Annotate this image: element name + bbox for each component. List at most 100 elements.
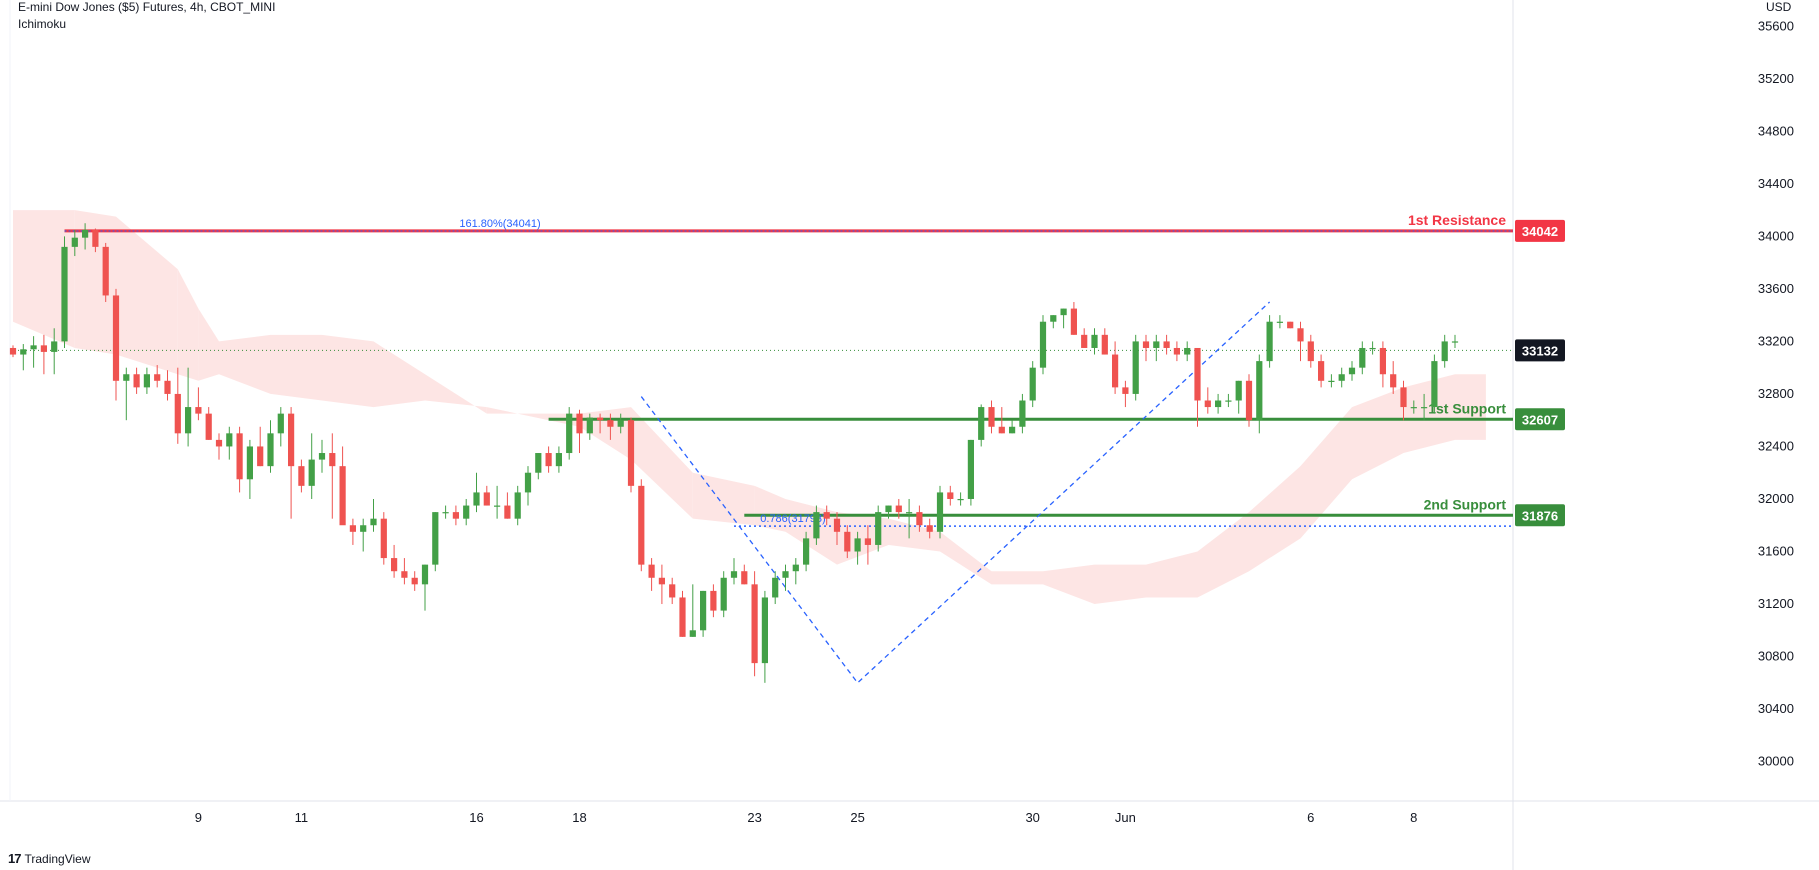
cloud-segment — [991, 571, 1043, 585]
candle-body — [1122, 387, 1129, 394]
candle-body — [298, 466, 305, 486]
cloud-segment — [692, 472, 755, 526]
candle-body — [895, 505, 902, 513]
y-tick-label: 31600 — [1758, 544, 1794, 559]
candle-body — [1328, 380, 1335, 383]
fib-swing-path — [640, 301, 1271, 684]
candle-body — [833, 518, 841, 532]
candle-body — [1256, 361, 1263, 421]
x-tick-label: 9 — [195, 810, 202, 825]
x-tick-label: 25 — [850, 810, 864, 825]
candle-body — [20, 349, 27, 355]
candle-body — [195, 407, 202, 414]
candle-body — [761, 597, 768, 664]
cloud-segment — [1455, 374, 1486, 440]
brand[interactable]: 17 TradingView — [8, 851, 91, 866]
y-tick-label: 30000 — [1758, 754, 1794, 769]
cloud-segment — [940, 531, 992, 585]
candle-body — [370, 518, 377, 526]
cloud-segment — [270, 334, 322, 401]
candle-body — [607, 420, 614, 427]
candle-body — [658, 577, 665, 585]
candle-body — [700, 590, 707, 631]
candle-body — [1070, 308, 1077, 335]
candle-body — [566, 413, 573, 454]
candle-body — [813, 512, 820, 539]
x-tick-label: 16 — [469, 810, 483, 825]
candle-body — [947, 492, 954, 499]
y-tick-label: 32400 — [1758, 438, 1794, 453]
candle-body — [1112, 354, 1119, 388]
candle-body — [51, 341, 58, 352]
candle-body — [617, 420, 624, 427]
candle-body — [1400, 387, 1407, 408]
candle-body — [710, 590, 717, 611]
candle-body — [92, 229, 99, 247]
fib-retracement-label: 0.786(31793) — [760, 513, 825, 525]
y-tick-label: 33200 — [1758, 333, 1794, 348]
candle-body — [1441, 341, 1448, 362]
candle-body — [792, 564, 799, 572]
candle-body — [288, 413, 295, 467]
candle-body — [318, 453, 326, 460]
candle-body — [1009, 426, 1016, 434]
candle-body — [71, 237, 78, 247]
candle-body — [267, 433, 274, 467]
chart-title: E-mini Dow Jones ($5) Futures, 4h, CBOT_… — [18, 0, 276, 14]
candle-body — [1451, 341, 1459, 343]
candle-body — [61, 246, 68, 342]
level-price-label: 34042 — [1522, 224, 1558, 239]
candle-body — [1338, 374, 1345, 381]
candle-body — [112, 295, 120, 381]
candle-body — [1359, 347, 1366, 368]
x-tick-label: 30 — [1025, 810, 1039, 825]
current-price-tag — [1515, 339, 1565, 362]
candle-body — [597, 417, 604, 421]
y-unit-label: USD — [1766, 0, 1792, 14]
x-tick-label: 6 — [1307, 810, 1314, 825]
candle-body — [751, 584, 758, 664]
candle-body — [154, 374, 161, 381]
candle-body — [957, 498, 964, 501]
candle-body — [772, 577, 779, 598]
candle-body — [1081, 334, 1088, 348]
candle-body — [143, 374, 150, 388]
candle-body — [442, 512, 449, 514]
candle-body — [514, 492, 521, 519]
candle-body — [1163, 341, 1170, 348]
ichimoku-cloud — [13, 210, 1486, 605]
candle-body — [1348, 367, 1356, 375]
candle-body — [741, 571, 748, 585]
candle-body — [1101, 334, 1108, 355]
candle-body — [1431, 361, 1438, 408]
candle-body — [1307, 341, 1314, 362]
candle-body — [1297, 328, 1304, 342]
level-name-label: 1st Resistance — [1408, 212, 1506, 228]
indicator-label[interactable]: Ichimoku — [18, 17, 67, 31]
candle-body — [524, 472, 532, 493]
cloud-segment — [631, 407, 693, 519]
y-tick-label: 32000 — [1758, 491, 1794, 506]
y-tick-label: 31200 — [1758, 596, 1794, 611]
cloud-segment — [754, 485, 786, 532]
fib-extension-label: 161.80%(34041) — [459, 218, 540, 230]
candle-body — [1421, 407, 1428, 409]
candle-body — [689, 630, 696, 637]
candle-body — [988, 407, 995, 427]
candle-body — [648, 564, 655, 578]
cloud-segment — [219, 334, 271, 394]
candle-body — [875, 512, 882, 545]
y-tick-label: 34800 — [1758, 123, 1794, 138]
candle-body — [906, 512, 913, 514]
candle-body — [411, 577, 418, 585]
fib-swing-lines: 161.80%(34041) 0.786(31793) — [64, 218, 1513, 684]
level-price-tag — [1515, 408, 1565, 431]
level-price-label: 32607 — [1522, 412, 1558, 427]
candle-body — [102, 246, 109, 296]
candle-body — [432, 512, 439, 565]
current-price-label: 33132 — [1522, 343, 1558, 358]
brand-name: TradingView — [24, 851, 91, 866]
candle-body — [494, 505, 501, 507]
